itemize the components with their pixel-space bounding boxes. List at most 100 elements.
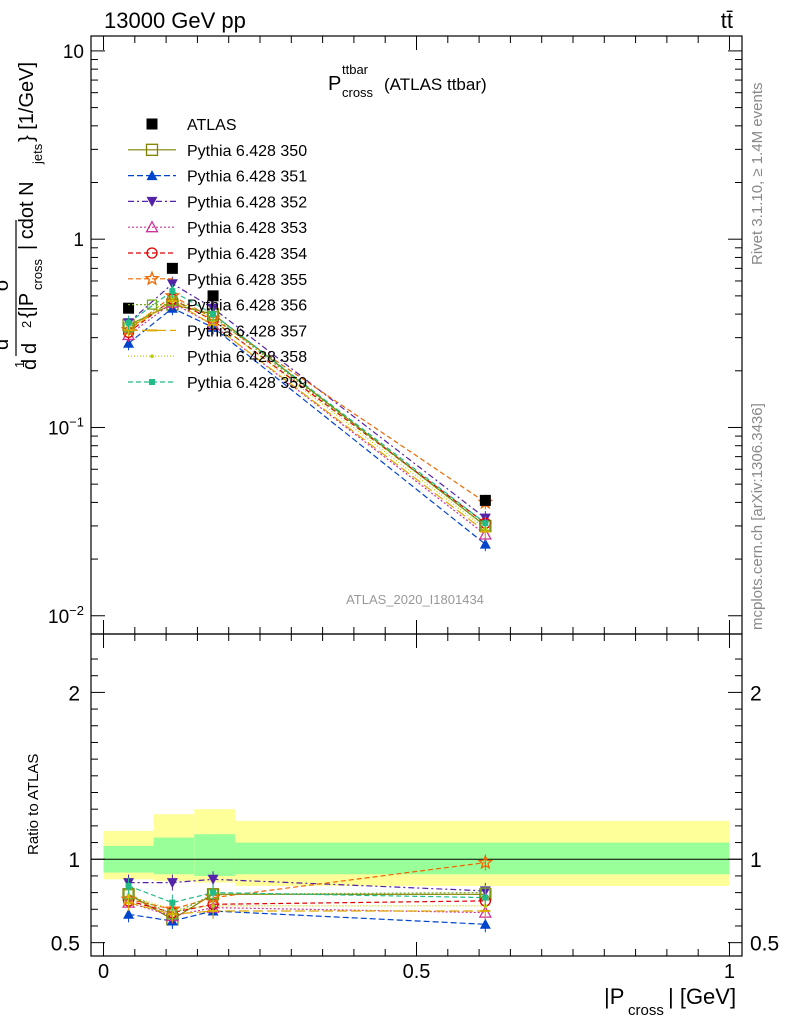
main-series-line-3 <box>128 301 486 535</box>
legend-marker <box>150 354 154 359</box>
ylabel-e: 2 <box>0 297 3 304</box>
legend-marker <box>146 247 158 259</box>
ratio-series-line-7 <box>128 902 486 915</box>
title-main: P <box>328 73 341 95</box>
ylabel-l: | cdot N <box>16 181 38 250</box>
ylabel-i: 2 <box>19 321 34 328</box>
ratio-ytick-label-right: 0.5 <box>750 933 779 956</box>
ratio-marker-9 <box>482 894 489 901</box>
marker-shape <box>145 143 159 156</box>
legend-label: ATLAS <box>187 117 237 134</box>
marker-shape <box>479 494 491 506</box>
ratio-series-lines <box>128 862 486 925</box>
main-ytick-label: 10−2 <box>48 603 84 628</box>
ratio-series-line-8 <box>128 895 486 910</box>
main-marker-1 <box>479 538 491 549</box>
ratio-ticks: 2 2 1 1 0.5 0.5 0 0.5 1 <box>51 634 779 983</box>
ratio-ytick-label-right: 1 <box>750 849 762 872</box>
ratio-marker-2 <box>207 874 219 885</box>
main-series-lines <box>128 282 486 545</box>
marker-shape <box>150 354 154 359</box>
ratio-marker-9 <box>125 882 132 889</box>
xlabel-b: cross <box>628 1002 664 1019</box>
ratio-series-line-4 <box>128 900 486 914</box>
legend-label: Pythia 6.428 359 <box>187 375 307 392</box>
green-band <box>234 842 730 875</box>
marker-shape <box>146 299 158 310</box>
legend-marker <box>146 170 158 181</box>
legend-marker <box>144 270 160 286</box>
ratio-series-line-9 <box>128 885 486 904</box>
legend-label: Pythia 6.428 353 <box>187 220 307 237</box>
ylabel-sigma: 2 σ fid <box>0 260 13 304</box>
marker-shape <box>211 904 215 908</box>
legend-marker <box>149 379 155 385</box>
xlabel-c: | [GeV] <box>668 984 736 1009</box>
ylabel-k: cross <box>30 258 45 290</box>
main-series-line-6 <box>128 300 486 527</box>
ylabel-e-h: d <box>0 339 13 350</box>
analysis-label: ATLAS_2020_I1801434 <box>346 592 484 607</box>
green-band <box>194 834 235 876</box>
marker-shape <box>146 118 158 130</box>
legend-label: Pythia 6.428 350 <box>187 143 307 160</box>
ratio-ytick-label-left: 0.5 <box>51 933 80 956</box>
header-left: 13000 GeV pp <box>104 8 246 33</box>
marker-shape <box>145 220 159 233</box>
green-band <box>153 837 195 875</box>
atlas-point <box>166 262 178 274</box>
ratio-xtick-label: 0.5 <box>403 961 431 983</box>
ratio-marker-8 <box>483 904 488 908</box>
ratio-panel: 2 2 1 1 0.5 0.5 0 0.5 1 Ratio to ATLAS |P cross … <box>25 633 779 1019</box>
title-sub: cross <box>342 85 374 100</box>
marker-shape <box>482 894 489 901</box>
main-ylabel: d 1 d d 2 {|P cross | cdot N jets } [1/G… <box>0 62 45 370</box>
main-marker-9 <box>482 520 489 527</box>
ratio-series-markers <box>120 854 494 933</box>
marker-shape <box>169 288 176 295</box>
marker-shape <box>125 882 132 889</box>
ratio-series-line-1 <box>128 910 486 925</box>
ratio-marker-5 <box>477 854 494 870</box>
ylabel-h: d <box>0 339 13 350</box>
ratio-series-line-6 <box>128 891 486 915</box>
legend-marker <box>146 118 158 130</box>
marker-shape <box>123 337 135 348</box>
main-series-line-9 <box>128 290 486 524</box>
marker-shape <box>477 854 494 870</box>
ylabel-a: d <box>19 359 41 370</box>
rivet-label: Rivet 3.1.10, ≥ 1.4M events <box>749 83 766 266</box>
main-ytick-exp: −1 <box>69 414 84 429</box>
marker-shape <box>169 899 176 906</box>
main-series-line-1 <box>128 307 486 545</box>
main-marker-9 <box>125 319 132 326</box>
legend: ATLAS Pythia 6.428 350 Pythia 6.428 351 Pyt… <box>128 117 307 392</box>
ratio-series-line-0 <box>128 893 486 920</box>
main-ytick-base: 10 <box>48 418 69 439</box>
marker-shape <box>146 247 158 259</box>
marker-shape <box>146 170 158 181</box>
marker-shape <box>483 904 488 908</box>
main-ytick-label: 10−1 <box>48 414 84 439</box>
marker-shape <box>144 270 160 286</box>
ratio-frame <box>90 633 743 957</box>
ratio-xtick-label: 1 <box>724 961 735 983</box>
legend-label: Pythia 6.428 355 <box>187 272 307 289</box>
main-ytick-label: 1 <box>73 230 84 251</box>
mcplots-label: mcplots.cern.ch [arXiv:1306.3436] <box>749 403 766 630</box>
ratio-ytick-label-right: 2 <box>750 682 762 705</box>
marker-shape <box>126 894 131 898</box>
ratio-ytick-label-left: 2 <box>68 682 80 705</box>
legend-marker <box>146 299 158 310</box>
ratio-xtick-label: 0 <box>98 961 109 983</box>
ratio-marker-1 <box>123 908 135 919</box>
ylabel-f: σ <box>0 278 13 291</box>
main-ytick-exp: −2 <box>69 603 84 618</box>
ratio-marker-2 <box>166 878 178 889</box>
atlas-point <box>123 302 135 314</box>
ratio-xlabel: |P cross | [GeV] <box>604 984 736 1019</box>
ratio-series-line-2 <box>128 878 486 892</box>
legend-label: Pythia 6.428 356 <box>187 298 307 315</box>
